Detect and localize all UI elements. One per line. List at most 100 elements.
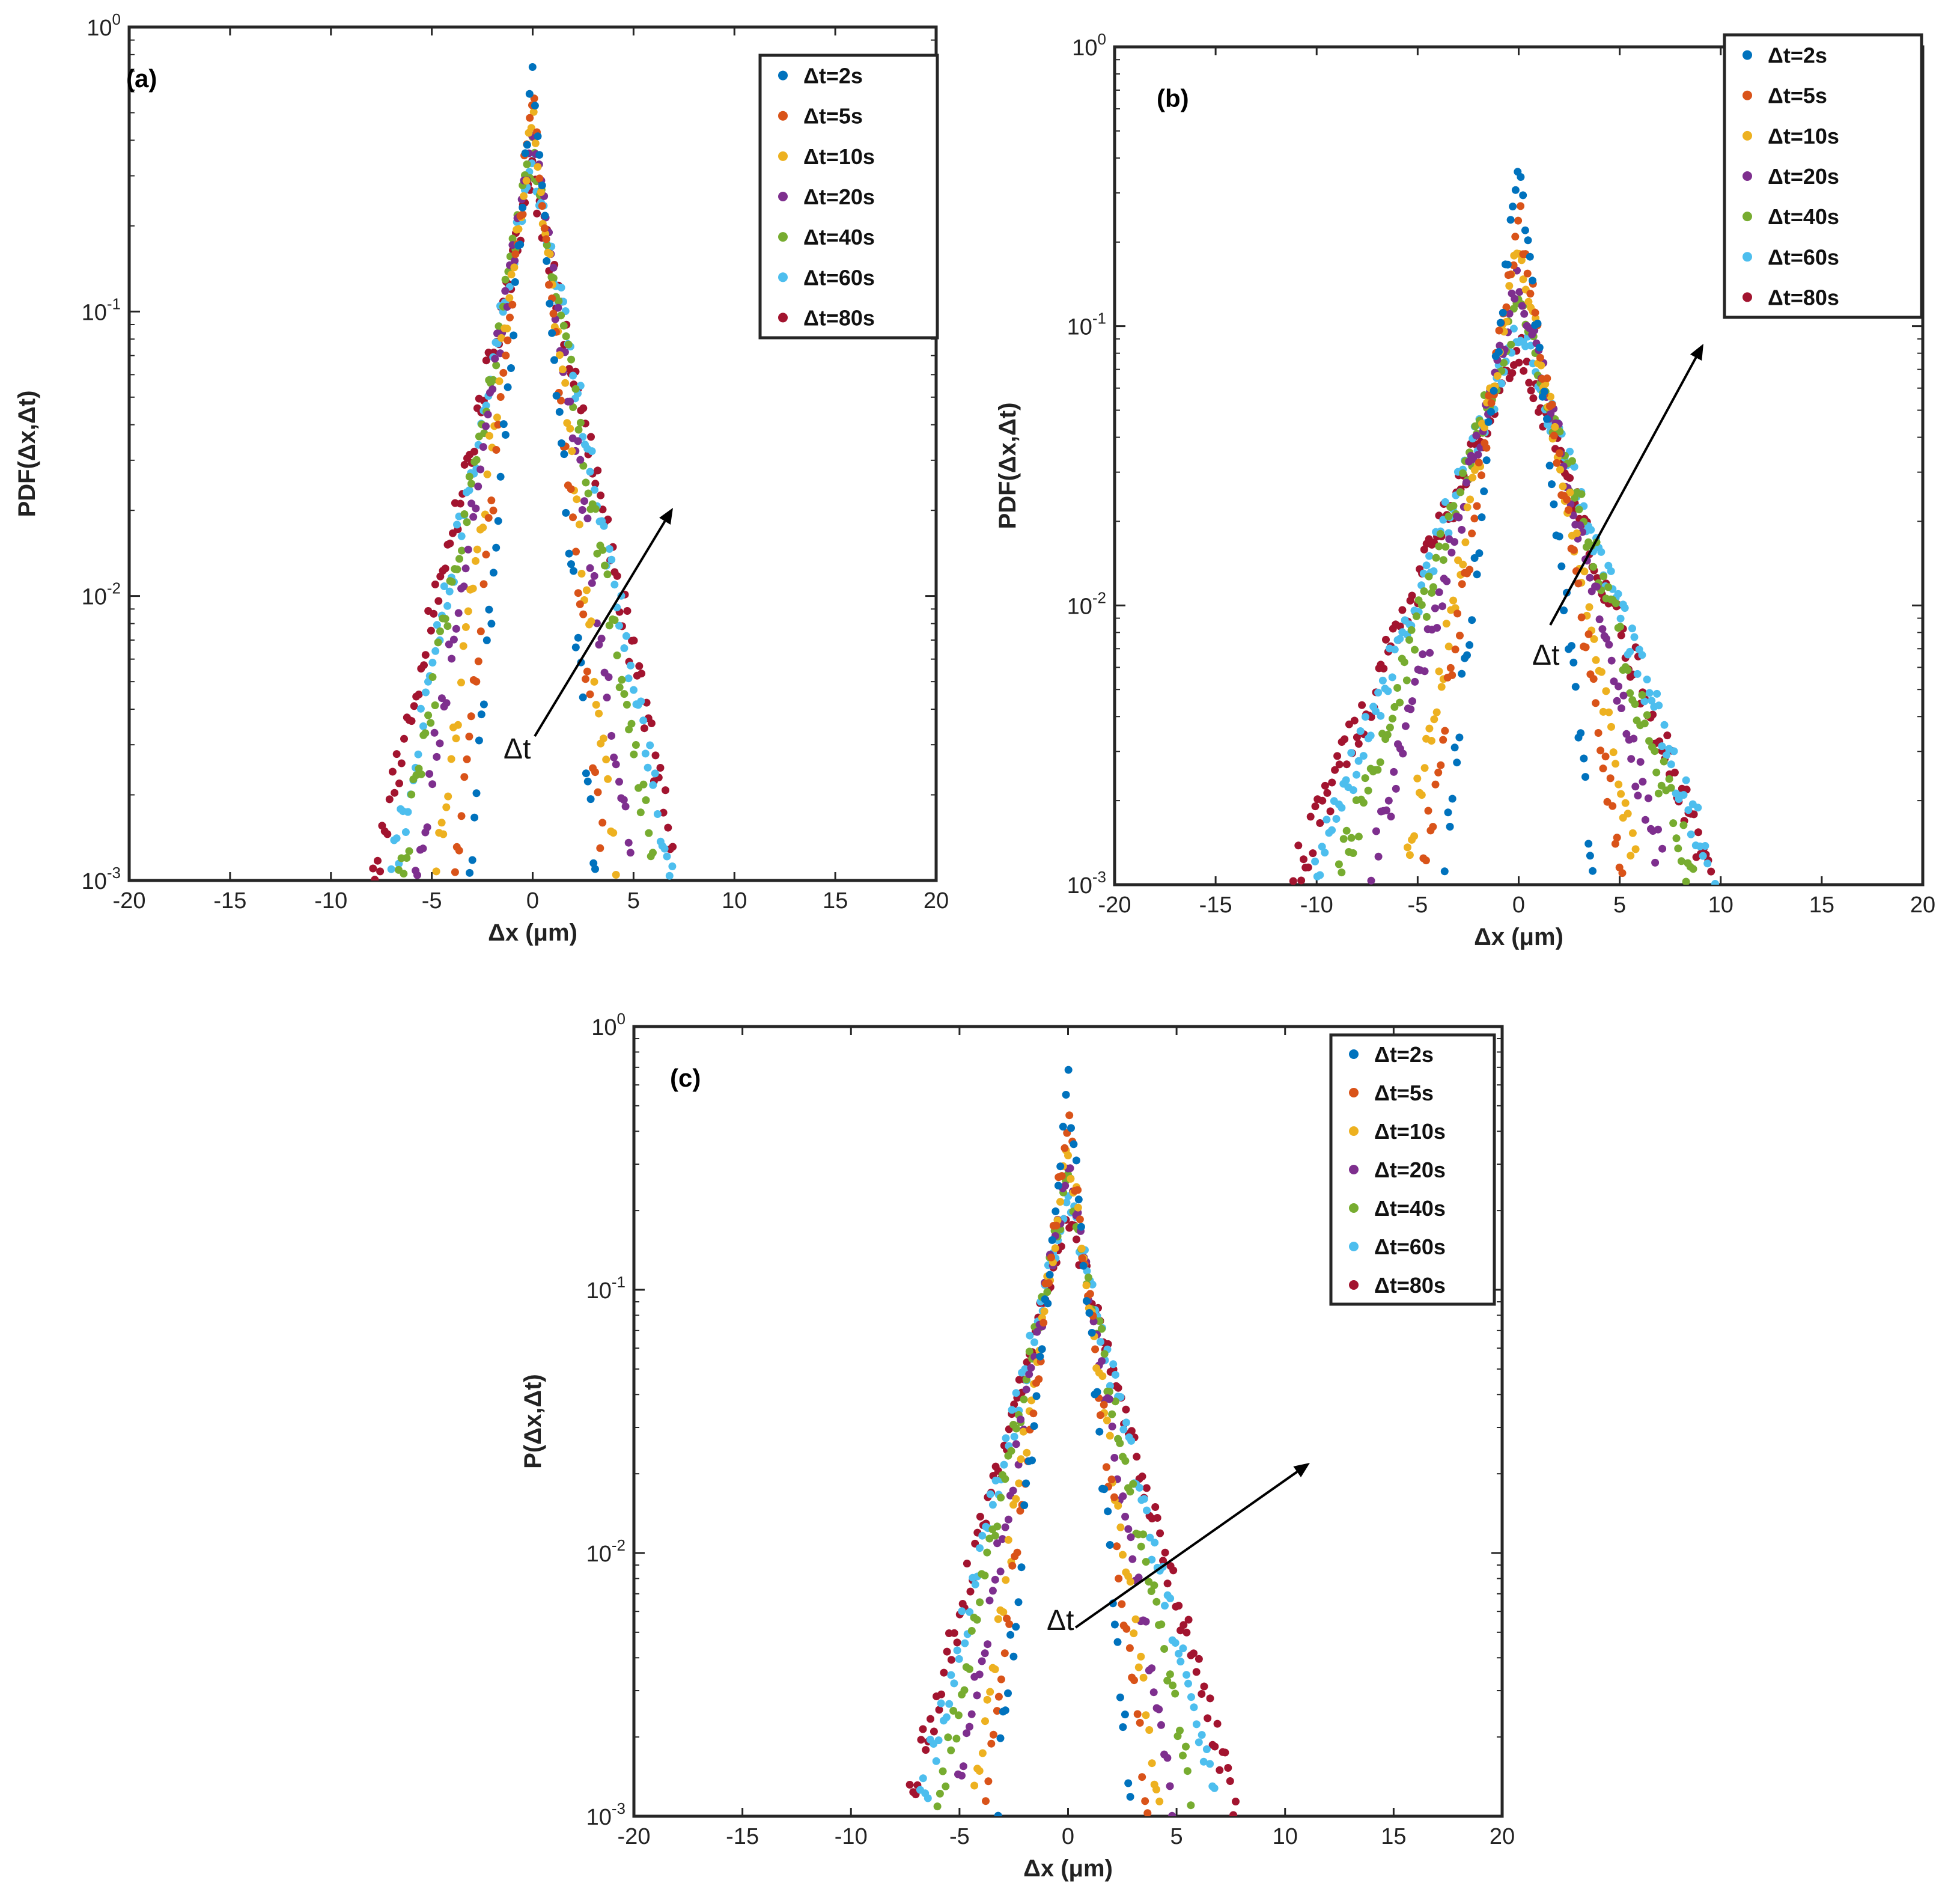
data-point (374, 856, 382, 865)
data-point (998, 1535, 1006, 1543)
data-point (1631, 845, 1640, 853)
data-point (1152, 1597, 1161, 1606)
data-point (1095, 1317, 1104, 1325)
data-point (1111, 1371, 1119, 1379)
data-point (1599, 707, 1607, 716)
data-point (1493, 372, 1502, 380)
data-point (1429, 823, 1437, 831)
data-point (1407, 626, 1416, 634)
data-point (479, 443, 487, 451)
data-point (1519, 275, 1527, 284)
data-point (571, 385, 580, 393)
data-point (557, 311, 565, 320)
data-point (1701, 842, 1709, 850)
data-point (1134, 1663, 1143, 1671)
data-point (1506, 216, 1515, 224)
data-point (1577, 490, 1586, 498)
data-point (1499, 308, 1507, 317)
legend-label: Δt=10s (1374, 1119, 1446, 1144)
data-point (994, 1615, 1002, 1623)
data-point (1651, 747, 1659, 755)
data-point (1468, 529, 1476, 538)
data-point (947, 1656, 955, 1664)
data-point (1347, 749, 1356, 757)
data-point (664, 823, 672, 832)
data-point (1643, 676, 1651, 684)
data-point (597, 491, 605, 499)
panel-0: -20 -15 -10 -5 0 5 10 15 20 10-3 10-2 10-1 100 Δx (μm… (14, 10, 949, 946)
data-point (1569, 546, 1578, 554)
data-point (1318, 796, 1327, 805)
data-point (1627, 852, 1635, 860)
data-point (651, 751, 660, 760)
data-point (579, 693, 587, 701)
data-point (1098, 1372, 1107, 1381)
data-point (442, 803, 451, 811)
data-point (1560, 606, 1568, 615)
data-point (586, 468, 594, 476)
data-point (1309, 849, 1317, 858)
data-point (958, 1607, 966, 1616)
data-point (1597, 668, 1606, 676)
data-point (1694, 804, 1702, 812)
x-tick-label: -5 (1407, 892, 1428, 918)
data-point (1155, 1705, 1163, 1713)
data-point (457, 812, 466, 820)
data-point (1419, 650, 1427, 659)
data-point (1612, 599, 1620, 608)
legend-label: Δt=20s (1374, 1158, 1446, 1182)
data-point (1008, 1561, 1017, 1570)
data-point (919, 1774, 927, 1783)
data-point (482, 422, 490, 430)
data-point (1335, 860, 1343, 868)
data-point (1615, 780, 1623, 789)
data-point (1463, 503, 1472, 511)
data-point (1061, 1182, 1070, 1190)
data-point (1677, 857, 1685, 865)
data-point (1168, 1811, 1176, 1816)
data-point (469, 584, 477, 593)
data-point (610, 581, 619, 589)
legend-label: Δt=60s (1768, 245, 1839, 269)
data-point (1450, 538, 1459, 546)
x-tick-label: 10 (1273, 1824, 1298, 1849)
data-point (1431, 780, 1440, 789)
x-axis-label: Δx (μm) (1474, 924, 1563, 950)
data-points (1289, 168, 1719, 885)
legend: Δt=2s Δt=5s Δt=10s Δt=20s Δt=40s Δt=60s Δt=80s (1723, 33, 1923, 319)
data-point (1438, 602, 1446, 611)
data-point (1326, 807, 1335, 816)
data-point (1017, 1563, 1026, 1572)
data-point (1475, 549, 1484, 557)
data-point (1451, 645, 1459, 654)
data-point (1638, 691, 1646, 699)
data-point (947, 1671, 955, 1679)
data-point (564, 340, 573, 349)
data-point (1108, 1423, 1116, 1430)
data-point (1130, 1676, 1138, 1685)
data-point (1102, 1463, 1110, 1471)
data-point (1022, 1479, 1030, 1488)
data-point (942, 1713, 951, 1721)
data-point (424, 711, 433, 719)
data-point (538, 202, 546, 210)
data-point (1016, 1507, 1024, 1515)
data-point (1432, 554, 1440, 562)
data-point (1110, 1493, 1118, 1501)
x-axis-label: Δx (μm) (1023, 1855, 1113, 1882)
data-point (1009, 1486, 1017, 1495)
data-point (1136, 1719, 1144, 1727)
data-point (1106, 1541, 1114, 1549)
data-point (1466, 641, 1474, 649)
data-point (997, 1675, 1005, 1683)
data-point (1192, 1720, 1201, 1729)
data-point (1640, 719, 1649, 728)
data-point (519, 203, 527, 212)
data-point (1663, 751, 1671, 759)
data-point (431, 701, 439, 709)
data-point (1019, 1427, 1027, 1436)
data-point (525, 90, 534, 98)
data-point (1444, 808, 1452, 817)
data-point (1407, 705, 1415, 713)
data-point (967, 1710, 976, 1718)
